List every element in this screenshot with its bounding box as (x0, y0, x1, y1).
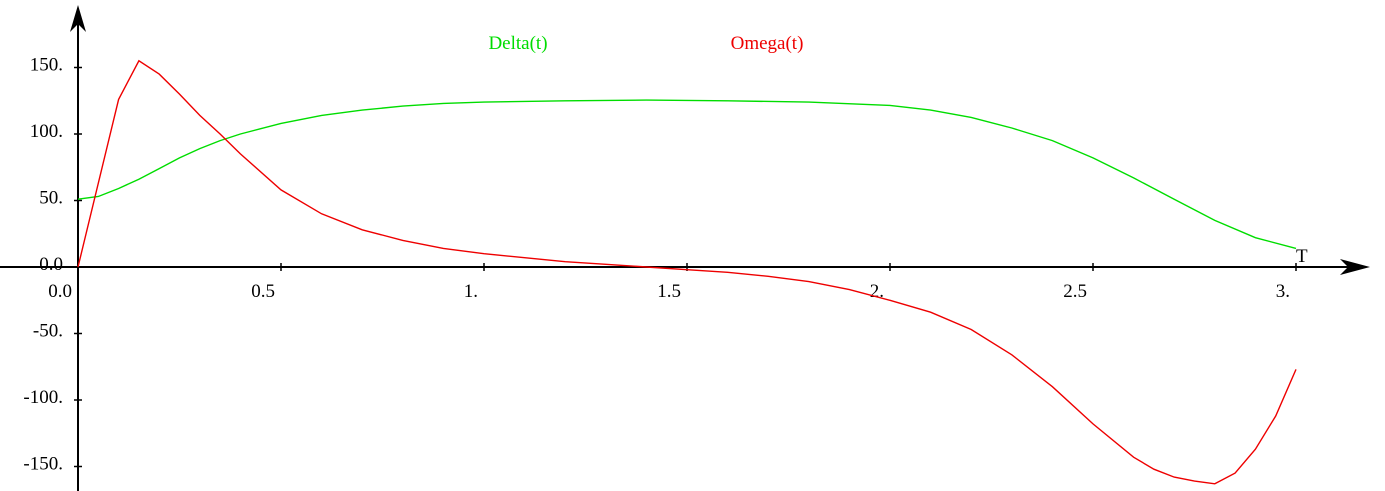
x-tick-label: 0.5 (251, 281, 275, 302)
legend-entry-delta: Delta(t) (488, 33, 547, 54)
y-tick-label: -100. (23, 387, 63, 408)
x-tick-label: 1. (464, 281, 478, 302)
y-tick-label: 100. (30, 121, 63, 142)
y-tick-label: -150. (23, 454, 63, 475)
y-axis-arrow-icon (70, 5, 86, 32)
y-tick-label: -50. (33, 321, 63, 342)
axes: T (0, 5, 1370, 491)
y-tick-label: 0.0 (39, 254, 63, 275)
ticks: 0.0 0.5 1. 1.5 2. 2.5 3. 150. 100. 50. 0.0 -50. -100… (23, 55, 1297, 475)
legend: Delta(t) Omega(t) (488, 33, 803, 54)
x-tick-label: 3. (1276, 281, 1290, 302)
y-tick-label: 150. (30, 55, 63, 76)
legend-entry-omega: Omega(t) (731, 33, 804, 54)
series-line-delta (77, 99, 1297, 250)
series-lines (77, 59, 1297, 485)
y-tick-label: 50. (39, 188, 63, 209)
x-axis-label: T (1296, 246, 1308, 267)
series-line-omega (77, 59, 1297, 485)
x-tick-label: 2.5 (1063, 281, 1087, 302)
x-tick-label: 0.0 (48, 281, 72, 302)
x-axis-arrow-icon (1340, 259, 1370, 275)
x-tick-label: 2. (870, 281, 884, 302)
x-tick-label: 1.5 (657, 281, 681, 302)
